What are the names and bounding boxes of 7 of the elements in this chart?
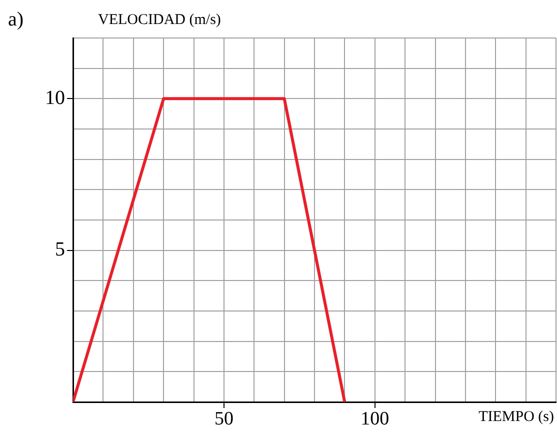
y-axis-title: VELOCIDAD (m/s): [98, 12, 221, 28]
x-tick-label: 100: [360, 408, 390, 430]
x-tick-label: 50: [214, 408, 234, 430]
y-tick-label: 10: [45, 86, 65, 109]
x-axis-title: TIEMPO (s): [478, 408, 554, 425]
y-tick-label: 5: [55, 238, 65, 261]
text: a): [8, 8, 24, 30]
